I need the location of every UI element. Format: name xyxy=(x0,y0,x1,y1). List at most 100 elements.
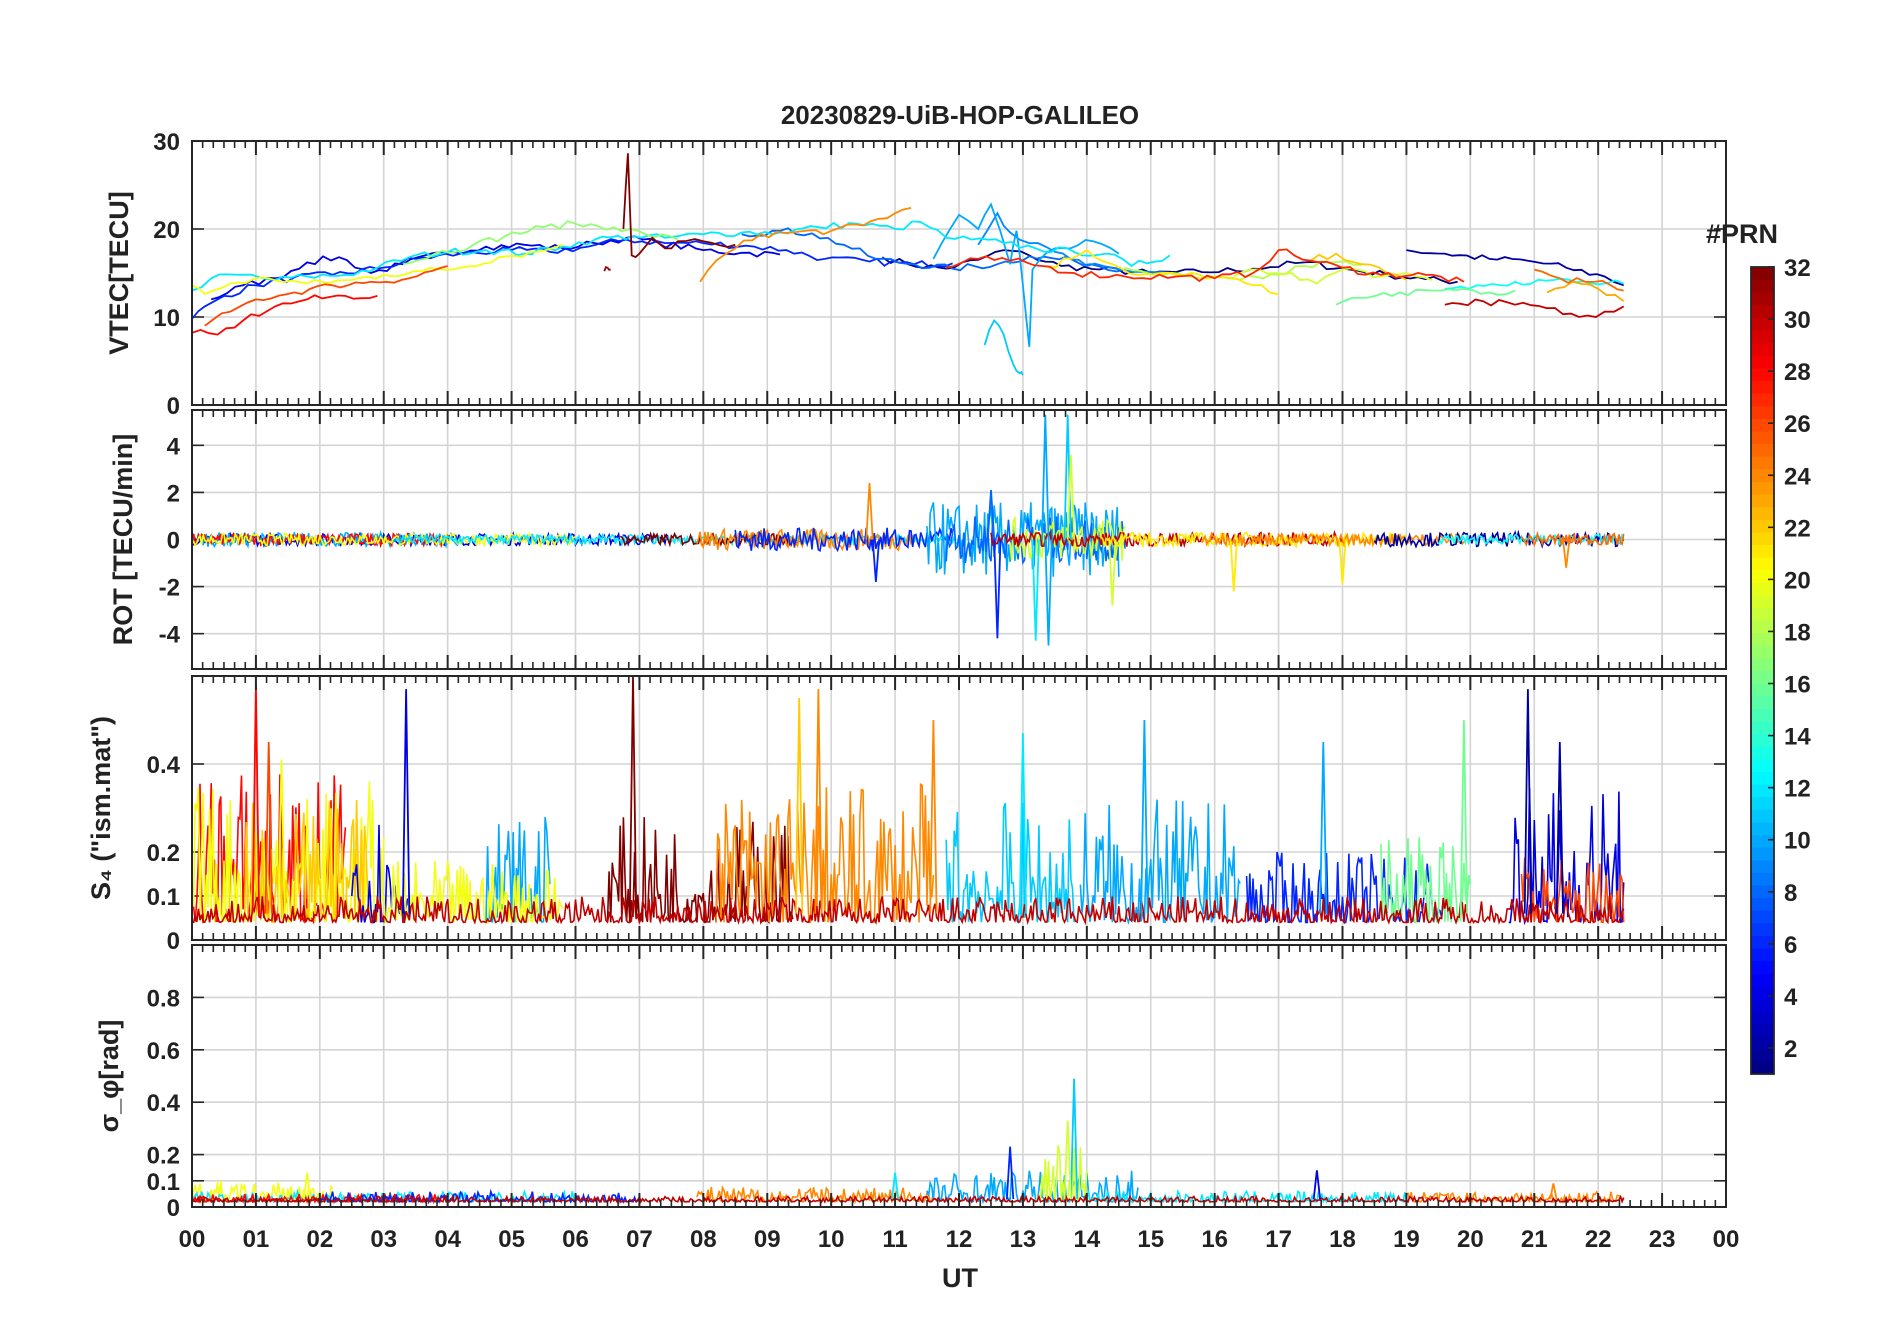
series-line-prn-11 xyxy=(945,802,1075,925)
spike-prn-19 xyxy=(1063,1120,1072,1200)
y-tick-label: 2 xyxy=(167,480,180,507)
x-tick-label: 17 xyxy=(1265,1226,1292,1253)
series-line-prn-24 xyxy=(1201,531,1472,548)
colorbar-segment xyxy=(1751,809,1774,823)
colorbar-segment xyxy=(1751,960,1774,974)
colorbar-segment xyxy=(1751,746,1774,760)
colorbar-tick-label: 10 xyxy=(1784,828,1811,855)
x-tick-label: 07 xyxy=(626,1226,653,1253)
colorbar-segment xyxy=(1751,620,1774,634)
colorbar-tick-label: 8 xyxy=(1784,880,1797,907)
colorbar-tick-label: 20 xyxy=(1784,567,1811,594)
colorbar-segment xyxy=(1751,897,1774,911)
x-tick-label: 16 xyxy=(1201,1226,1228,1253)
x-tick-label: 22 xyxy=(1585,1226,1612,1253)
colorbar-segment xyxy=(1751,884,1774,899)
colorbar-segment xyxy=(1751,1061,1774,1075)
series-line-prn-12 xyxy=(191,220,1171,292)
x-tick-labels: 00 01 02 03 04 05 06 07 08 09 10 11 12 13 14 15 16 17 18 19… xyxy=(179,1226,1740,1253)
colorbar-segment xyxy=(1751,380,1774,394)
y-tick-label: 0.2 xyxy=(147,840,180,867)
spike-prn-21 xyxy=(1338,539,1347,585)
series-line-prn-4 xyxy=(351,824,411,924)
colorbar-segment xyxy=(1751,632,1774,646)
y-tick-label: 10 xyxy=(153,305,180,332)
series-line-prn-28 xyxy=(191,294,378,336)
spike-prn-10 xyxy=(1041,414,1050,540)
panel-sigma: 00.10.2 0.4 0.6 0.8 σ_φ[rad] xyxy=(94,944,1727,1222)
colorbar-segment xyxy=(1751,771,1774,785)
y-tick-label: 0 xyxy=(167,528,180,555)
series-line-prn-20 xyxy=(191,781,385,924)
x-tick-label: 02 xyxy=(306,1226,333,1253)
x-axis-label: UT xyxy=(942,1263,978,1293)
y-tick-label: 0.6 xyxy=(147,1038,180,1065)
colorbar-segment xyxy=(1751,544,1774,558)
series-group xyxy=(191,414,1625,646)
colorbar-segment xyxy=(1751,582,1774,596)
panel-rot: -4 -2 0 2 4 ROT [TECU/min] xyxy=(108,409,1727,670)
colorbar-segment xyxy=(1751,405,1774,419)
colorbar-segment xyxy=(1751,708,1774,722)
x-tick-label: 08 xyxy=(690,1226,717,1253)
spike-prn-2 xyxy=(1523,689,1532,914)
x-tick-label: 06 xyxy=(562,1226,589,1253)
colorbar-tick-label: 16 xyxy=(1784,672,1811,699)
colorbar-segment xyxy=(1751,922,1774,936)
spike-prn-4 xyxy=(402,689,411,914)
colorbar-segment xyxy=(1751,317,1774,331)
y-tick-label: 0 xyxy=(167,1195,180,1222)
spike-prn-8 xyxy=(986,490,996,540)
colorbar-segment xyxy=(1751,367,1774,382)
series-line-prn-24 xyxy=(1406,1190,1624,1205)
spike-prn-24 xyxy=(929,719,938,914)
colorbar-tick-label: 22 xyxy=(1784,515,1811,542)
series-line-prn-20 xyxy=(191,531,577,548)
series-line-prn-6 xyxy=(1245,851,1446,924)
x-tick-label: 00 xyxy=(1713,1226,1740,1253)
colorbar-segment xyxy=(1751,393,1774,407)
colorbar-segment xyxy=(1751,1036,1774,1050)
x-tick-label: 04 xyxy=(434,1226,461,1253)
series-line-prn-13 xyxy=(1444,277,1625,290)
colorbar-segment xyxy=(1751,947,1774,962)
x-tick-label: 00 xyxy=(179,1226,206,1253)
y-tick-label: 0.4 xyxy=(147,1090,181,1117)
series-line-prn-4 xyxy=(210,235,781,301)
y-tick-label: 0 xyxy=(167,928,180,955)
spike-prn-26 xyxy=(264,741,273,914)
y-tick-label: 4 xyxy=(167,433,181,460)
colorbar-segment xyxy=(1751,330,1774,344)
spike-prn-6 xyxy=(1006,1146,1015,1200)
spike-prn-10 xyxy=(1044,539,1053,646)
series-line-prn-27 xyxy=(946,248,1465,283)
colorbar-segment xyxy=(1751,859,1774,873)
spike-prn-2 xyxy=(1555,741,1564,914)
colorbar-segment xyxy=(1751,493,1774,508)
colorbar-segment xyxy=(1751,796,1774,810)
colorbar-segment xyxy=(1751,506,1774,520)
colorbar-segment xyxy=(1751,342,1774,356)
colorbar-segment xyxy=(1751,985,1774,999)
colorbar-tick-label: 4 xyxy=(1784,984,1798,1011)
colorbar-segment xyxy=(1751,594,1774,609)
spike-prn-6 xyxy=(993,539,1002,639)
series-line-prn-26 xyxy=(204,265,448,327)
colorbar-segment xyxy=(1751,670,1774,684)
colorbar-segment xyxy=(1751,783,1774,798)
x-tick-label: 19 xyxy=(1393,1226,1420,1253)
colorbar-segment xyxy=(1751,683,1774,697)
series-line-prn-21 xyxy=(1048,248,1279,295)
y-tick-label: 0.1 xyxy=(147,1169,180,1196)
series-line-prn-16 xyxy=(1380,837,1472,924)
y-tick-label: -2 xyxy=(159,575,180,602)
spike-prn-21 xyxy=(1229,539,1238,592)
series-line-prn-22 xyxy=(242,799,372,924)
series-line-prn-9 xyxy=(977,211,1171,274)
series-line-prn-24 xyxy=(699,207,912,283)
colorbar-segment xyxy=(1751,821,1774,836)
colorbar-segment xyxy=(1751,267,1774,281)
spike-prn-22 xyxy=(795,697,804,914)
